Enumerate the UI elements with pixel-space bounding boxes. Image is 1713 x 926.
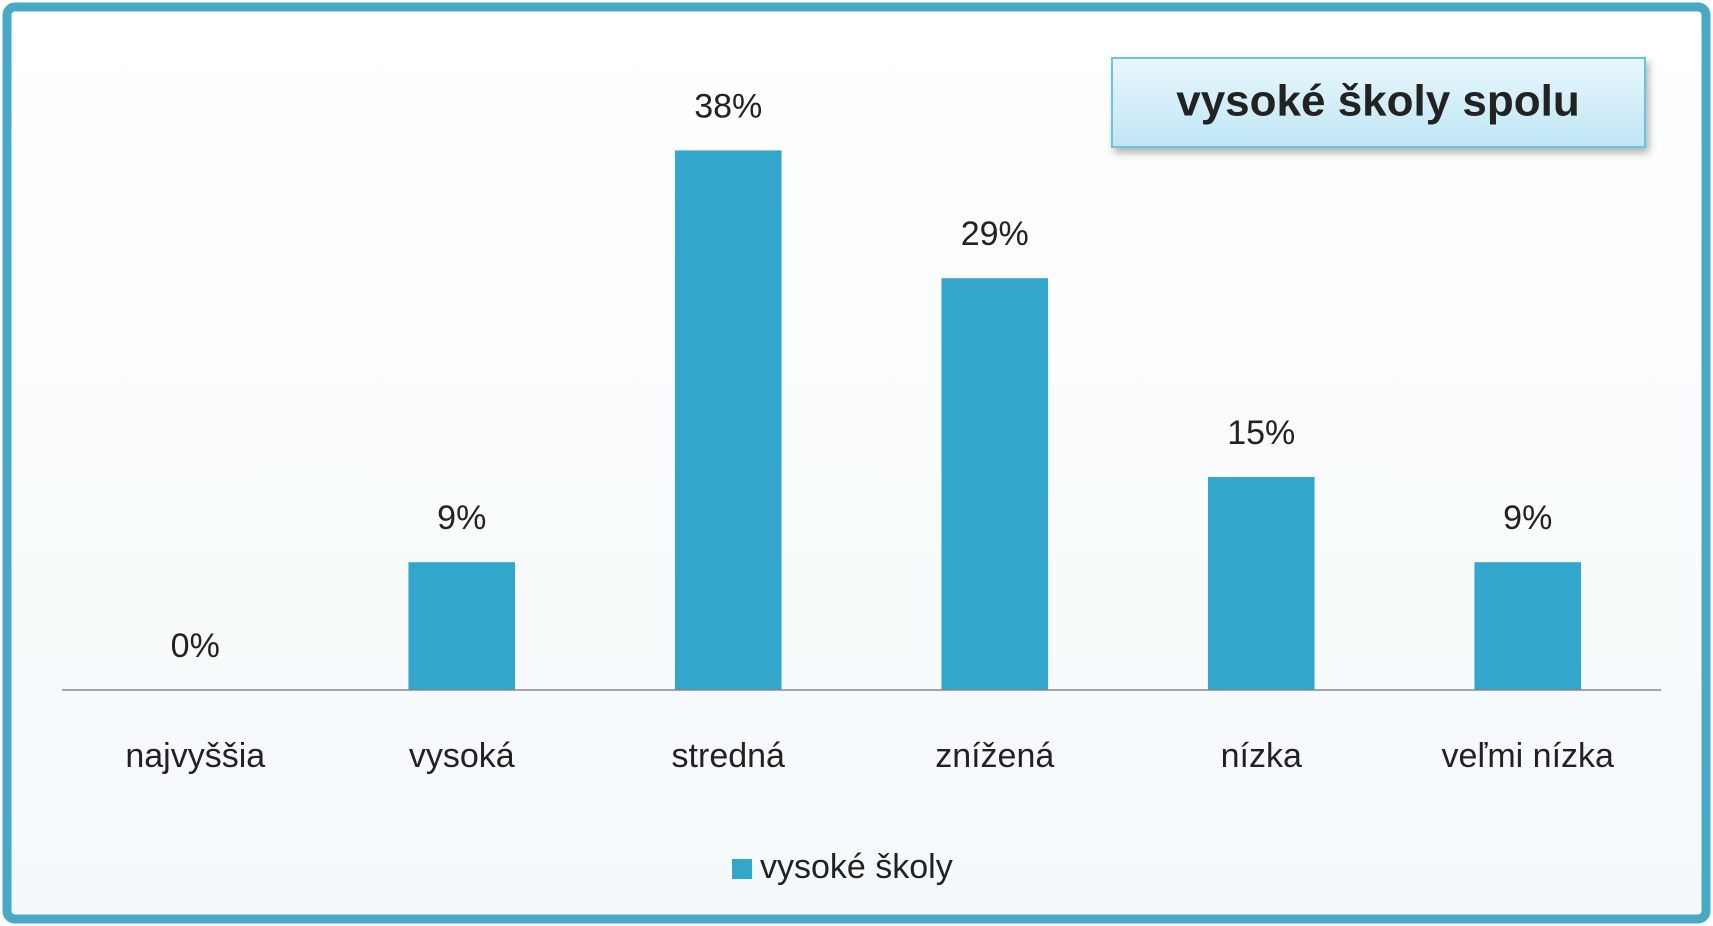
- x-tick-label: najvyššia: [125, 737, 265, 775]
- bar: [408, 562, 516, 690]
- x-tick-label: veľmi nízka: [1442, 737, 1614, 775]
- data-label: 9%: [1503, 499, 1552, 537]
- x-tick-label: vysoká: [409, 737, 515, 775]
- title-box: [1111, 57, 1646, 148]
- chart-title: vysoké školy spolu: [1176, 77, 1580, 126]
- x-tick-label: znížená: [935, 737, 1054, 775]
- data-label: 0%: [171, 627, 220, 665]
- data-label: 38%: [694, 87, 762, 125]
- x-tick-label: stredná: [672, 737, 785, 775]
- data-label: 29%: [961, 215, 1029, 253]
- bar: [1474, 562, 1582, 690]
- x-tick-label: nízka: [1221, 737, 1302, 775]
- data-label: 15%: [1227, 414, 1295, 452]
- legend-swatch: [732, 859, 752, 879]
- data-label: 9%: [437, 499, 486, 537]
- bar: [941, 278, 1049, 690]
- legend-label: vysoké školy: [760, 848, 953, 886]
- bar: [674, 150, 782, 690]
- bar: [1207, 477, 1315, 690]
